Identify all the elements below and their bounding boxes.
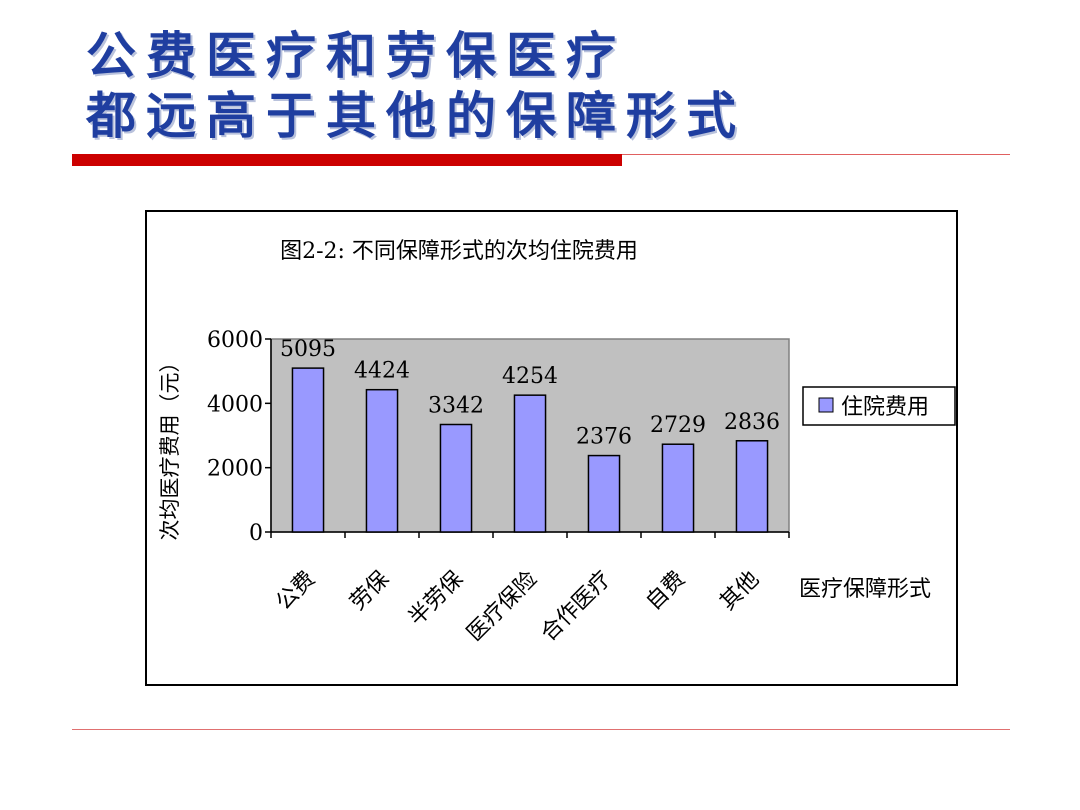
x-axis-title: 医疗保障形式 <box>799 577 931 602</box>
data-label: 4424 <box>354 359 410 384</box>
bar-chart: 图2-2: 不同保障形式的次均住院费用 0 2000 4000 6000 5095 公费 4… <box>158 239 956 647</box>
footer-rule <box>72 729 1010 730</box>
data-label: 5095 <box>280 337 336 362</box>
y-tick-label: 0 <box>249 521 263 546</box>
title-underline-thin <box>622 154 1010 155</box>
bar <box>365 388 399 533</box>
legend-swatch <box>818 397 834 413</box>
y-axis-title: 次均医疗费用（元） <box>158 352 182 541</box>
y-tick-label: 4000 <box>207 392 263 417</box>
title-underline-thick <box>72 154 622 166</box>
slide-title-line2: 都远高于其他的保障形式 <box>86 87 746 145</box>
category-label: 合作医疗 <box>536 567 616 647</box>
category-label: 医疗保险 <box>462 567 542 647</box>
category-label: 其他 <box>715 567 764 616</box>
data-label: 4254 <box>502 364 558 389</box>
category-label: 半劳保 <box>404 567 468 631</box>
bar <box>513 394 547 533</box>
slide-title-line1: 公费医疗和劳保医疗 <box>86 27 626 85</box>
bar <box>291 367 325 533</box>
legend: 住院费用 <box>802 386 956 426</box>
y-tick-label: 2000 <box>207 457 263 482</box>
legend-label: 住院费用 <box>841 395 929 420</box>
chart-title: 图2-2: 不同保障形式的次均住院费用 <box>280 239 638 264</box>
data-label: 2729 <box>650 413 706 438</box>
category-label: 劳保 <box>345 567 394 616</box>
chart-frame: 图2-2: 不同保障形式的次均住院费用 0 2000 4000 6000 5095 公费 4… <box>145 210 958 686</box>
bar <box>439 423 473 533</box>
category-label: 自费 <box>641 567 690 616</box>
data-label: 3342 <box>428 393 484 418</box>
category-label: 公费 <box>271 567 320 616</box>
plot-area: 0 2000 4000 6000 5095 公费 4424 劳保 3342 半劳保 4254 医疗保险… <box>207 328 790 647</box>
slide-title: 公费医疗和劳保医疗 都远高于其他的保障形式 <box>86 26 746 146</box>
y-tick-label: 6000 <box>207 328 263 353</box>
bar <box>661 443 695 533</box>
bar <box>735 440 769 533</box>
bar <box>587 454 621 533</box>
data-label: 2836 <box>724 410 780 435</box>
data-label: 2376 <box>576 425 632 450</box>
